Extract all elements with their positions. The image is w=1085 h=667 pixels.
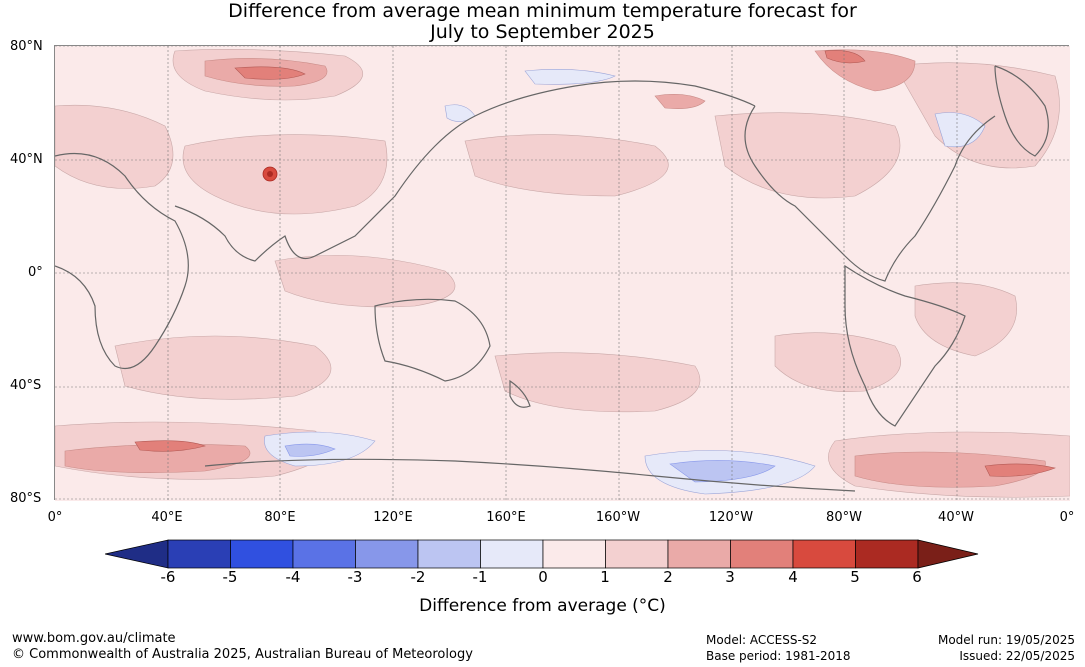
colorbar-segment	[730, 539, 794, 569]
lon-label-80e: 80°E	[264, 510, 296, 525]
colorbar-tick: 4	[788, 568, 798, 586]
colorbar-segment	[605, 539, 669, 569]
colorbar-tick: -5	[222, 568, 238, 586]
colorbar-extend-low	[105, 539, 169, 569]
colorbar-segment	[855, 539, 919, 569]
map-graphic	[54, 45, 1071, 501]
footer-url: www.bom.gov.au/climate	[12, 631, 176, 646]
lon-label-0-right: 0°	[1059, 510, 1075, 525]
colorbar-title: Difference from average (°C)	[419, 596, 666, 616]
asia-coast	[174, 80, 756, 262]
colorbar-extend-high	[917, 539, 979, 569]
africa-europe-coast	[54, 152, 189, 370]
anomaly-3-4-regions	[134, 50, 1056, 477]
colorbar-tick: 2	[663, 568, 673, 586]
colorbar-tick: 6	[912, 568, 922, 586]
anomaly-negative-regions	[284, 443, 776, 483]
colorbar	[105, 539, 979, 569]
colorbar-segment	[292, 539, 356, 569]
colorbar-segment	[355, 539, 419, 569]
colorbar-segment	[167, 539, 231, 569]
footer-copyright: © Commonwealth of Australia 2025, Austra…	[12, 647, 473, 662]
map-title-line-2: July to September 2025	[430, 21, 655, 43]
colorbar-tick: 5	[850, 568, 860, 586]
australia-coast	[374, 298, 491, 382]
footer-model: Model: ACCESS-S2	[706, 633, 818, 647]
colorbar-segment	[542, 539, 606, 569]
lat-label-40s: 40°S	[10, 378, 42, 393]
new-zealand-coast	[509, 379, 531, 408]
lon-label-40e: 40°E	[151, 510, 183, 525]
lon-label-0-left: 0°	[47, 510, 63, 525]
footer-model-run: Model run: 19/05/2025	[937, 633, 1075, 647]
north-america-coast	[744, 105, 996, 282]
colorbar-tick: -6	[160, 568, 176, 586]
colorbar-tick: -4	[285, 568, 301, 586]
colorbar-tick: -2	[410, 568, 426, 586]
greenland-europe-coast	[994, 65, 1049, 157]
antarctica-coast	[204, 458, 856, 492]
colorbar-segment	[667, 539, 731, 569]
colorbar-tick: 1	[600, 568, 610, 586]
lat-label-40n: 40°N	[10, 152, 43, 167]
lon-label-160e: 160°E	[486, 510, 526, 525]
lat-label-0: 0°	[28, 265, 43, 280]
map-title-line-1: Difference from average mean minimum tem…	[228, 0, 857, 22]
lat-label-80s: 80°S	[10, 491, 42, 506]
anomaly-hotspot-core	[267, 171, 273, 177]
lon-label-120e: 120°E	[373, 510, 413, 525]
lon-label-120w: 120°W	[708, 510, 754, 525]
graticule	[55, 45, 1070, 501]
lon-label-160w: 160°W	[595, 510, 641, 525]
colorbar-tick: -3	[347, 568, 363, 586]
footer-base-period: Base period: 1981-2018	[706, 649, 851, 663]
colorbar-segment	[480, 539, 544, 569]
colorbar-tick: 3	[725, 568, 735, 586]
footer-issued: Issued: 22/05/2025	[959, 649, 1075, 663]
lon-label-40w: 40°W	[938, 510, 974, 525]
colorbar-tick: 0	[538, 568, 548, 586]
colorbar-segment	[792, 539, 856, 569]
colorbar-tick: -1	[472, 568, 488, 586]
colorbar-segment	[230, 539, 294, 569]
south-america-coast	[844, 264, 966, 427]
lon-label-80w: 80°W	[826, 510, 862, 525]
lat-label-80n: 80°N	[10, 39, 43, 54]
forecast-map	[54, 45, 1071, 501]
coastlines	[54, 65, 1049, 492]
colorbar-segment	[417, 539, 481, 569]
